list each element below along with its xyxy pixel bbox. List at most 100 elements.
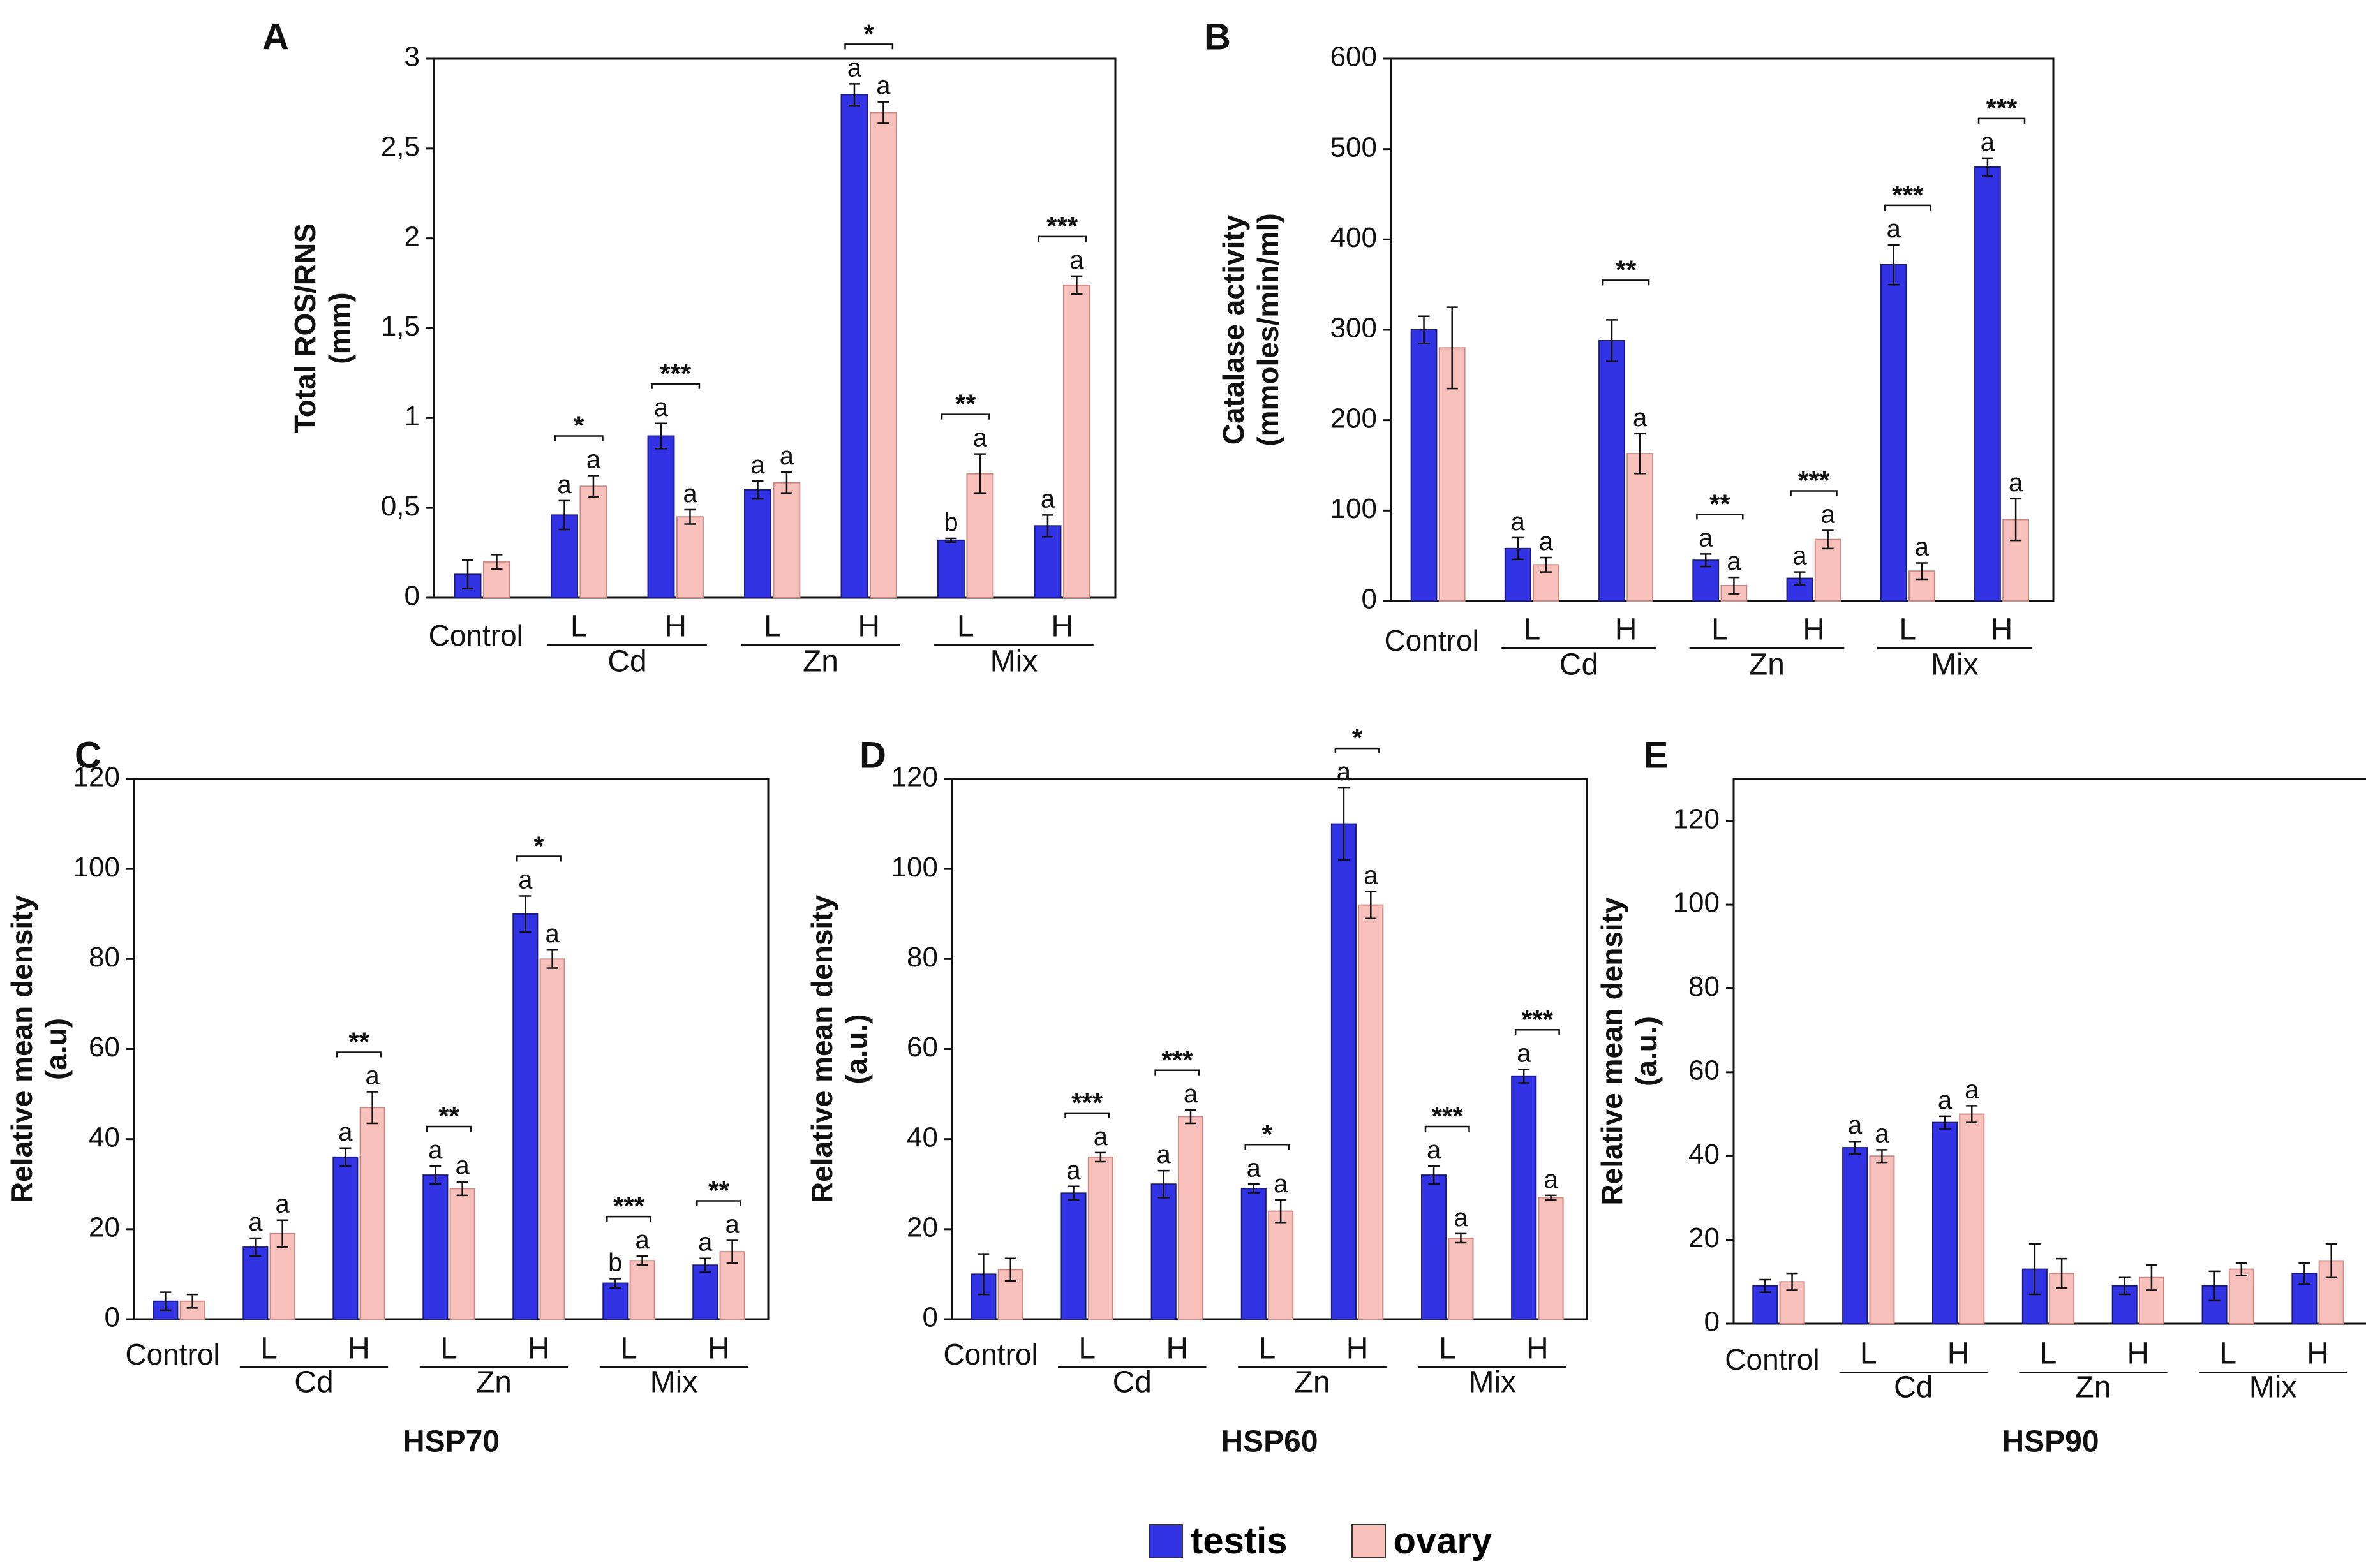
- bar-ovary: [773, 482, 801, 598]
- significance-bracket: [1154, 1069, 1200, 1076]
- significance-stars: *: [574, 410, 584, 440]
- y-tick-label: 120: [1673, 803, 1720, 834]
- y-axis-label-line: Catalase activity: [1217, 214, 1250, 445]
- significance-letter: a: [1965, 1076, 1979, 1104]
- y-tick-label: 0: [923, 1302, 938, 1333]
- x-label-control: Control: [429, 619, 523, 652]
- x-label-level: H: [1991, 613, 2013, 647]
- significance-letter: a: [1938, 1086, 1953, 1114]
- panel-letter: B: [1204, 16, 1231, 57]
- y-tick-label: 400: [1330, 222, 1377, 253]
- significance-letter: a: [1364, 861, 1378, 889]
- y-tick-label: 40: [907, 1121, 938, 1153]
- x-label-control: Control: [943, 1338, 1038, 1371]
- chart-title: HSP60: [1221, 1425, 1318, 1459]
- significance-letter: a: [1454, 1204, 1468, 1232]
- x-label-group: Mix: [2249, 1371, 2297, 1405]
- x-label-level: H: [2307, 1337, 2329, 1371]
- x-label-group: Mix: [1468, 1366, 1516, 1400]
- y-axis-label: Relative mean density(a.u.): [1595, 897, 1663, 1206]
- y-tick-label: 0: [1704, 1306, 1720, 1338]
- significance-letter: a: [545, 920, 560, 948]
- x-label-level: L: [440, 1332, 458, 1366]
- y-tick-label: 500: [1330, 131, 1377, 163]
- significance-stars: ***: [613, 1191, 645, 1221]
- bar-ovary: [1959, 1113, 1985, 1324]
- y-tick-label: 120: [891, 762, 938, 793]
- y-tick-label: 100: [73, 852, 120, 883]
- y-tick-label: 60: [907, 1032, 938, 1063]
- significance-stars: ***: [1986, 93, 2018, 123]
- x-label-group: Cd: [1113, 1366, 1152, 1400]
- bar-ovary: [1177, 1116, 1204, 1320]
- significance-letter: a: [1915, 533, 1930, 561]
- significance-bracket: [1696, 514, 1744, 520]
- chart-panel-e: E 0 20 40 60 80 100 120 Relative mean density(a.…: [1595, 734, 2366, 1459]
- y-tick-label: 0,5: [381, 491, 420, 522]
- bar-ovary: [629, 1260, 655, 1320]
- significance-bracket: [1038, 235, 1087, 242]
- significance-letter: a: [586, 445, 601, 473]
- bar-testis: [1150, 1183, 1177, 1320]
- significance-stars: *: [864, 18, 875, 48]
- bar-testis: [1974, 166, 2001, 602]
- significance-bracket: [1977, 117, 2026, 124]
- chart-panel-d: D 0 20 40 60 80 100 120 Relative mean density(a.…: [805, 723, 1588, 1459]
- x-label-group: Zn: [2075, 1371, 2111, 1405]
- bar-testis: [937, 539, 965, 598]
- significance-letter: a: [557, 471, 572, 499]
- x-label-level: L: [260, 1332, 278, 1366]
- significance-letter: a: [1875, 1120, 1889, 1148]
- y-axis-label: Relative mean density(a.u): [5, 894, 73, 1203]
- bar-ovary: [1814, 538, 1841, 602]
- significance-letter: a: [876, 72, 891, 100]
- significance-letter: a: [1247, 1154, 1261, 1182]
- x-label-control: Control: [1384, 624, 1478, 657]
- panel-letter: D: [859, 734, 886, 776]
- x-label-level: L: [1860, 1337, 1877, 1371]
- significance-letter: a: [654, 394, 669, 422]
- significance-letter: a: [1427, 1136, 1441, 1164]
- bar-ovary: [1268, 1210, 1294, 1320]
- bar-testis: [1511, 1075, 1537, 1320]
- bar-testis: [332, 1156, 359, 1320]
- bar-testis: [242, 1246, 269, 1320]
- y-tick-label: 100: [1330, 493, 1377, 524]
- y-tick-label: 60: [1688, 1054, 1720, 1086]
- bar-testis: [744, 489, 771, 598]
- y-axis-label: Catalase activity(mmoles/min/ml): [1217, 213, 1284, 447]
- y-tick-label: 0: [105, 1302, 120, 1333]
- x-label-level: H: [1526, 1332, 1549, 1366]
- bar-ovary: [2228, 1268, 2254, 1324]
- bar-ovary: [1438, 347, 1466, 602]
- y-axis-label: Total ROS/RNS(mm): [288, 223, 356, 433]
- significance-bracket: [426, 1125, 472, 1132]
- significance-stars: **: [708, 1175, 729, 1205]
- significance-letter: a: [1337, 758, 1351, 786]
- bar-testis: [602, 1282, 629, 1320]
- bar-ovary: [449, 1188, 475, 1320]
- y-axis-label-line: (a.u): [40, 1018, 73, 1080]
- y-axis-label: Relative mean density(a.u.): [805, 894, 873, 1203]
- plot-frame: [1390, 57, 2055, 602]
- significance-stars: *: [1262, 1119, 1273, 1149]
- y-tick-label: 40: [1688, 1139, 1720, 1170]
- significance-letter: a: [2009, 469, 2023, 497]
- bar-testis: [1880, 264, 1907, 602]
- significance-letter: a: [1821, 501, 1836, 529]
- y-tick-label: 60: [89, 1032, 120, 1063]
- significance-letter: a: [847, 54, 862, 82]
- x-label-level: L: [1439, 1332, 1456, 1366]
- x-label-level: L: [620, 1332, 637, 1366]
- significance-bracket: [554, 435, 604, 441]
- significance-stars: ***: [1892, 180, 1924, 210]
- y-axis-label-line: (a.u.): [1630, 1016, 1663, 1086]
- bar-ovary: [676, 516, 704, 598]
- significance-stars: ***: [1161, 1045, 1193, 1075]
- legend: testis ovary: [1149, 1520, 1556, 1562]
- bar-testis: [692, 1264, 718, 1320]
- y-tick-label: 300: [1330, 313, 1377, 344]
- significance-letter: a: [725, 1210, 740, 1238]
